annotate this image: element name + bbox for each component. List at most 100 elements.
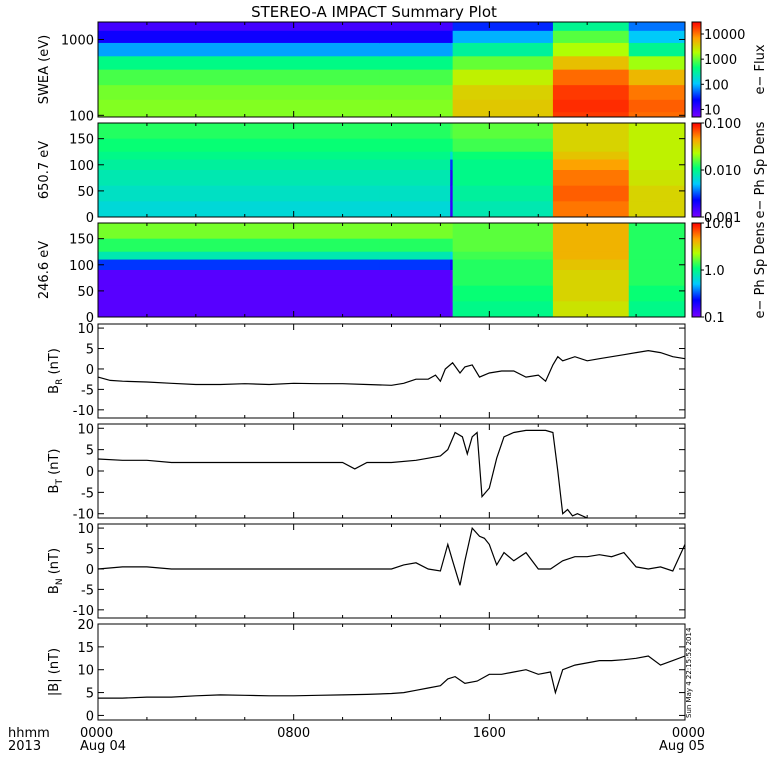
- y-tick-label: 15: [77, 641, 94, 656]
- y-axis-label: BN (nT): [47, 548, 65, 594]
- heatmap-cell: [550, 251, 554, 261]
- heatmap-cell: [552, 112, 627, 118]
- heatmap-cell: [452, 56, 551, 71]
- heatmap-cell: [379, 112, 451, 118]
- heatmap-cell: [552, 42, 627, 57]
- heatmap-cell: [98, 238, 380, 253]
- colorbar-label: e− Ph Sp Dens: [753, 221, 768, 318]
- heatmap-cell: [550, 270, 554, 287]
- colorbar-tick-label: 0.010: [704, 164, 741, 179]
- y-tick-label: 5: [86, 343, 94, 358]
- y-tick-label: 50: [77, 285, 94, 300]
- y-tick-label: 5: [86, 543, 94, 558]
- colorbar-tick-label: 10.0: [704, 217, 733, 232]
- heatmap-cell: [628, 22, 686, 32]
- heatmap-cell: [450, 170, 454, 187]
- y-tick-label: -10: [73, 404, 94, 419]
- heatmap-cell: [379, 85, 451, 101]
- heatmap-cell: [628, 270, 686, 287]
- heatmap-cell: [628, 123, 686, 140]
- heatmap-cell: [452, 42, 551, 57]
- heatmap-cell: [98, 301, 380, 318]
- heatmap-cell: [98, 42, 380, 57]
- heatmap-cell: [550, 301, 554, 318]
- heatmap-cell: [550, 159, 554, 171]
- colorbar-label: e− Ph Sp Dens: [753, 121, 768, 218]
- heatmap-cell: [626, 30, 630, 44]
- heatmap-cell: [450, 201, 454, 218]
- heatmap-cell: [550, 238, 554, 253]
- heatmap-cell: [452, 123, 551, 140]
- heatmap-cell: [552, 251, 627, 261]
- heatmap-cell: [626, 56, 630, 71]
- heatmap-cell: [452, 223, 551, 240]
- panel-frame: [97, 323, 686, 419]
- heatmap-cell: [550, 99, 554, 113]
- plot-title: STEREO-A IMPACT Summary Plot: [251, 3, 497, 21]
- colorbar-pad246: [691, 222, 702, 318]
- heatmap-cell: [552, 159, 627, 171]
- heatmap-cell: [550, 138, 554, 153]
- y-tick-label: 100: [69, 109, 94, 124]
- heatmap-cell: [552, 69, 627, 86]
- heatmap-cell: [98, 285, 380, 302]
- y-axis-label: 650.7 eV: [37, 141, 52, 199]
- y-tick-label: 0: [86, 211, 94, 226]
- heatmap-cell: [379, 270, 451, 287]
- heatmap-cell: [452, 201, 551, 218]
- heatmap-cell: [626, 112, 630, 118]
- heatmap-cell: [628, 285, 686, 302]
- y-tick-label: 10: [77, 664, 94, 679]
- heatmap-cell: [450, 123, 454, 140]
- heatmap-cell: [550, 30, 554, 44]
- panel-pad650: 0.001 0.010 0.100 e− Ph Sp Dens 650.7 eV 0 50 1…: [37, 117, 768, 226]
- heatmap-cell: [452, 270, 551, 287]
- x-tick-label: 0000: [80, 726, 113, 741]
- heatmap-cell: [379, 238, 451, 253]
- x-date-label: Aug 04: [80, 739, 126, 754]
- panel-bn: BN (nT) -10 -5 0 5 10: [47, 522, 686, 619]
- y-tick-label: 10: [77, 522, 94, 537]
- colorbar-label: e− Flux: [753, 44, 768, 94]
- heatmap-cell: [628, 42, 686, 57]
- heatmap-cell: [98, 138, 380, 153]
- series-line-bt: [97, 429, 588, 519]
- heatmap-cell: [379, 223, 451, 240]
- heatmap-cell: [379, 201, 451, 218]
- heatmap-cell: [626, 301, 630, 318]
- heatmap-cell: [98, 201, 380, 218]
- heatmap-cell: [628, 251, 686, 261]
- panel-pad246: 0.1 1.0 10.0 e− Ph Sp Dens 246.6 eV 0 50 100 150: [37, 217, 768, 326]
- panel-bt: BT (nT) -10 -5 0 5 10: [47, 422, 686, 523]
- heatmap-cell: [450, 42, 454, 57]
- y-tick-label: -10: [73, 604, 94, 619]
- colorbar-tick-label: 10: [704, 103, 721, 118]
- heatmap-cell: [552, 238, 627, 253]
- heatmap-cell: [550, 285, 554, 302]
- heatmap-cell: [452, 22, 551, 32]
- heatmap-cell: [452, 238, 551, 253]
- panel-frame: [97, 523, 686, 619]
- colorbar-tick-label: 100: [704, 78, 729, 93]
- y-tick-label: 1000: [61, 33, 94, 48]
- heatmap-cell: [452, 30, 551, 44]
- heatmap-cell: [552, 170, 627, 187]
- y-tick-label: 0: [86, 465, 94, 480]
- colorbar-tick-label: 10000: [704, 28, 745, 43]
- x-date-label: Aug 05: [659, 739, 705, 754]
- heatmap-cell: [552, 185, 627, 202]
- heatmap-cell: [98, 123, 380, 140]
- heatmap-cell: [626, 170, 630, 187]
- y-axis-label: 246.6 eV: [37, 241, 52, 299]
- heatmap-cell: [628, 30, 686, 44]
- y-tick-label: -5: [81, 383, 94, 398]
- colorbar-swea: [691, 21, 702, 118]
- heatmap-cell: [452, 138, 551, 153]
- y-axis-label: SWEA (eV): [37, 35, 52, 104]
- heatmap-cell: [379, 22, 451, 32]
- heatmap-cell: [626, 259, 630, 271]
- heatmap-cell: [379, 138, 451, 153]
- y-tick-label: -5: [81, 583, 94, 598]
- heatmap-cell: [552, 259, 627, 271]
